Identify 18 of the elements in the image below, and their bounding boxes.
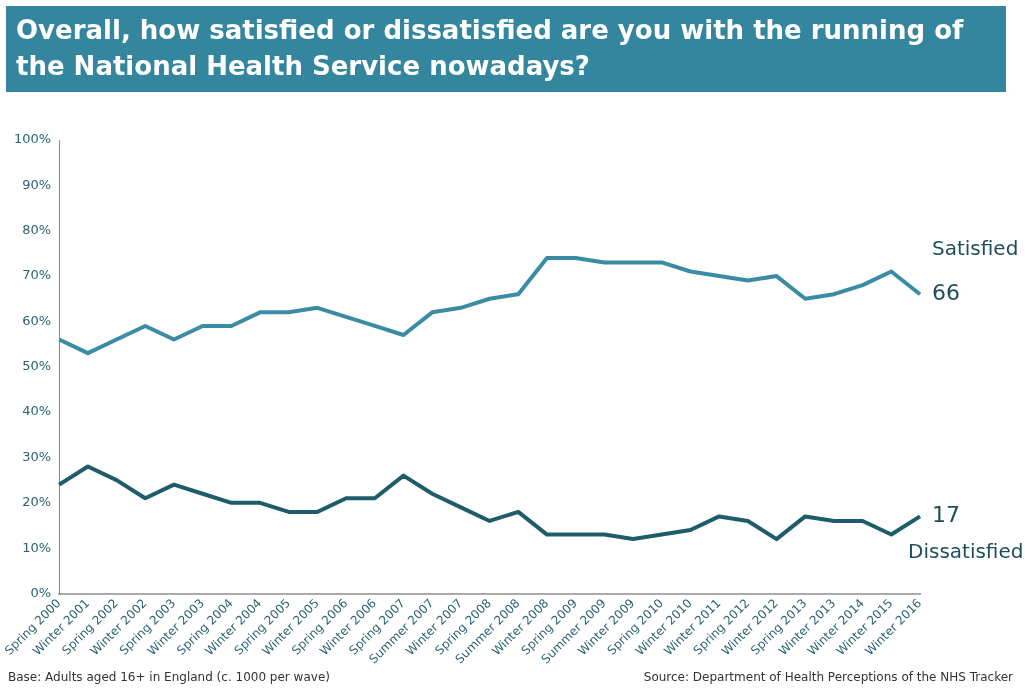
data-label: 66	[932, 279, 960, 305]
y-tick-label: 90%	[22, 176, 52, 192]
y-tick-label: 50%	[22, 358, 52, 374]
source-note: Source: Department of Health Perceptions of the NHS Tracker	[643, 670, 1013, 684]
y-tick-label: 100%	[13, 131, 52, 147]
series-label: Dissatisfied	[908, 538, 1024, 563]
y-tick-label: 20%	[22, 494, 52, 510]
series-label: Satisfied	[932, 236, 1019, 261]
y-tick-label: 0%	[30, 584, 52, 600]
y-tick-label: 30%	[22, 448, 52, 464]
y-tick-label: 10%	[22, 539, 52, 555]
y-tick-label: 40%	[22, 403, 52, 419]
y-tick-label: 60%	[22, 312, 52, 328]
y-tick-label: 70%	[22, 267, 52, 283]
y-tick-label: 80%	[22, 222, 52, 238]
text: Base: Adults aged 16+ in England (c. 1000 per wave)	[8, 670, 330, 684]
chart-title: Overall, how satisfied or dissatisfied are you with the running of the National Health Service nowadays?	[6, 6, 1006, 92]
data-label: 17	[932, 502, 960, 528]
